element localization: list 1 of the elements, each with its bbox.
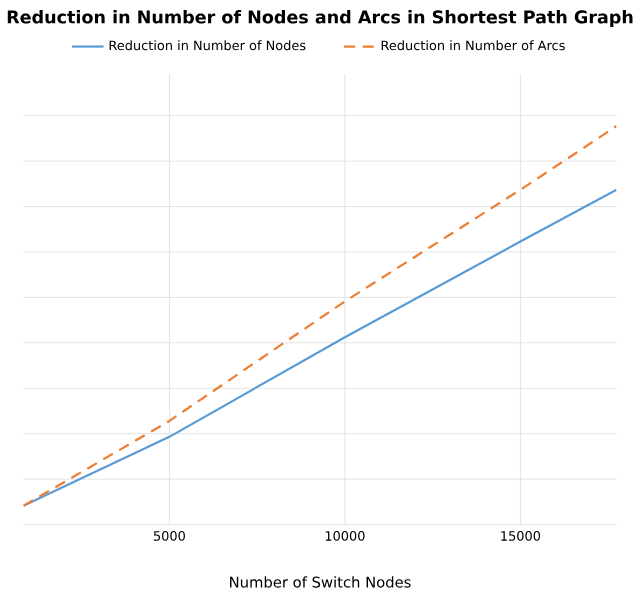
chart-title: Reduction in Number of Nodes and Arcs in Shortest Path Graph [7, 10, 633, 28]
